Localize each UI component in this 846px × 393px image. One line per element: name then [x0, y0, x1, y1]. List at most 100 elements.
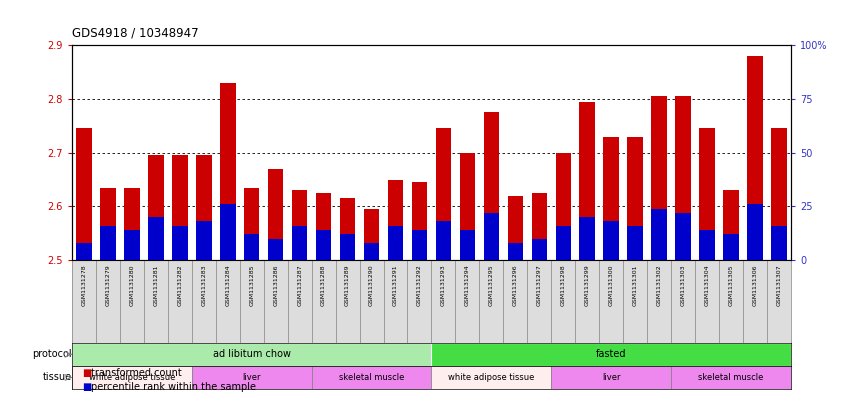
Text: GSM1131280: GSM1131280 [129, 264, 135, 306]
Text: ■: ■ [82, 368, 91, 378]
Bar [100, 187, 116, 260]
Text: GSM1131289: GSM1131289 [345, 264, 350, 306]
Bar [580, 102, 595, 260]
Text: fasted: fasted [596, 349, 627, 359]
Bar [244, 187, 260, 260]
Bar [220, 204, 235, 260]
Bar [531, 239, 547, 260]
Text: transformed count: transformed count [91, 368, 181, 378]
Text: skeletal muscle: skeletal muscle [339, 373, 404, 382]
Bar [76, 243, 91, 260]
Bar [364, 209, 379, 260]
Text: GSM1131286: GSM1131286 [273, 264, 278, 306]
Bar [124, 230, 140, 260]
Bar [316, 230, 332, 260]
Text: GSM1131291: GSM1131291 [393, 264, 398, 306]
Bar [628, 226, 643, 260]
Bar [316, 193, 332, 260]
Bar [484, 112, 499, 260]
Bar [651, 209, 667, 260]
Bar [268, 169, 283, 260]
Bar [675, 96, 691, 260]
Text: liver: liver [602, 373, 620, 382]
Bar [508, 243, 523, 260]
Bar [436, 221, 451, 260]
Text: GSM1131301: GSM1131301 [633, 264, 638, 306]
Bar [651, 96, 667, 260]
Bar [220, 83, 235, 260]
Bar [72, 343, 431, 366]
Bar [436, 129, 451, 260]
Bar [700, 230, 715, 260]
Bar [747, 204, 763, 260]
Text: liver: liver [243, 373, 261, 382]
Text: GDS4918 / 10348947: GDS4918 / 10348947 [72, 26, 199, 39]
Bar [292, 190, 307, 260]
Bar [556, 152, 571, 260]
Text: GSM1131292: GSM1131292 [417, 264, 422, 306]
Text: GSM1131297: GSM1131297 [537, 264, 541, 306]
Bar [172, 155, 188, 260]
Bar [431, 366, 552, 389]
Text: GSM1131285: GSM1131285 [250, 264, 254, 306]
Bar [772, 129, 787, 260]
Bar [244, 234, 260, 260]
Bar [292, 226, 307, 260]
Text: white adipose tissue: white adipose tissue [448, 373, 535, 382]
Text: GSM1131288: GSM1131288 [321, 264, 326, 306]
Text: GSM1131278: GSM1131278 [81, 264, 86, 306]
Text: ad libitum chow: ad libitum chow [212, 349, 291, 359]
Bar [311, 366, 431, 389]
Text: GSM1131290: GSM1131290 [369, 264, 374, 306]
Text: white adipose tissue: white adipose tissue [89, 373, 175, 382]
Text: GSM1131295: GSM1131295 [489, 264, 494, 306]
Text: GSM1131304: GSM1131304 [705, 264, 710, 306]
Text: GSM1131282: GSM1131282 [178, 264, 182, 306]
Bar [364, 243, 379, 260]
Bar [580, 217, 595, 260]
Bar [431, 343, 791, 366]
Bar [671, 366, 791, 389]
Text: ■: ■ [82, 382, 91, 392]
Bar [747, 56, 763, 260]
Bar [700, 129, 715, 260]
Bar [723, 190, 739, 260]
Bar [772, 226, 787, 260]
Bar [459, 230, 475, 260]
Text: GSM1131293: GSM1131293 [441, 264, 446, 306]
Bar [340, 234, 355, 260]
Bar [412, 230, 427, 260]
Bar [484, 213, 499, 260]
Text: GSM1131298: GSM1131298 [561, 264, 566, 306]
Text: GSM1131287: GSM1131287 [297, 264, 302, 306]
Bar [148, 155, 163, 260]
Text: protocol: protocol [32, 349, 71, 359]
Bar [148, 217, 163, 260]
Bar [196, 221, 212, 260]
Bar [172, 226, 188, 260]
Bar [412, 182, 427, 260]
Bar [196, 155, 212, 260]
Text: GSM1131307: GSM1131307 [777, 264, 782, 306]
Bar [508, 196, 523, 260]
Text: GSM1131281: GSM1131281 [153, 264, 158, 306]
Bar [603, 136, 619, 260]
Text: GSM1131279: GSM1131279 [106, 264, 110, 306]
Bar [72, 366, 192, 389]
Bar [76, 129, 91, 260]
Text: GSM1131303: GSM1131303 [681, 264, 685, 306]
Text: percentile rank within the sample: percentile rank within the sample [91, 382, 255, 392]
Text: skeletal muscle: skeletal muscle [699, 373, 764, 382]
Bar [531, 193, 547, 260]
Bar [628, 136, 643, 260]
Bar [387, 226, 404, 260]
Text: GSM1131302: GSM1131302 [656, 264, 662, 306]
Bar [723, 234, 739, 260]
Text: GSM1131305: GSM1131305 [728, 264, 733, 306]
Bar [124, 187, 140, 260]
Text: GSM1131300: GSM1131300 [609, 264, 613, 306]
Text: GSM1131283: GSM1131283 [201, 264, 206, 306]
Bar [675, 213, 691, 260]
Bar [459, 152, 475, 260]
Bar [603, 221, 619, 260]
